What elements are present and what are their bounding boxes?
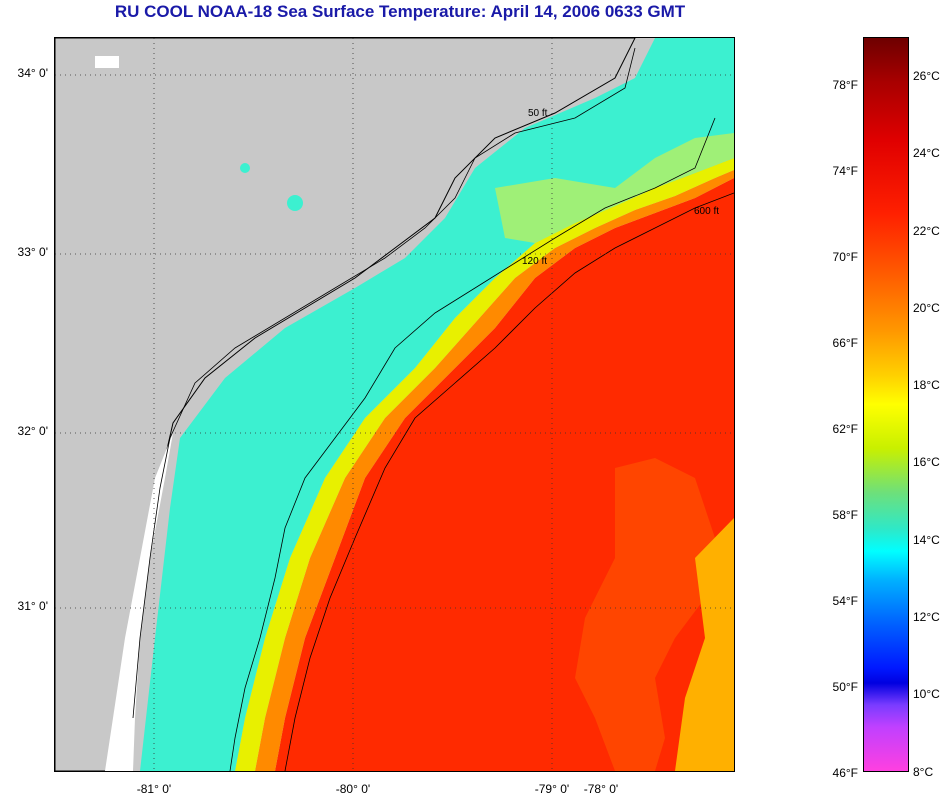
colorbar-celsius-label: 22°C [913,224,940,238]
longitude-label: -79° 0' [534,782,570,796]
latitude-label: 31° 0' [17,599,48,613]
orange-transition-band [255,170,734,771]
colorbar-celsius-label: 20°C [913,301,940,315]
latitude-label: 34° 0' [17,66,48,80]
graticule [55,38,734,771]
colorbar-celsius-label: 24°C [913,146,940,160]
isobath-600ft [284,192,734,771]
page-title: RU COOL NOAA-18 Sea Surface Temperature:… [114,2,686,21]
southeast-warm-patch [675,518,734,771]
longitude-label: -78° 0' [583,782,619,796]
latitude-label: 32° 0' [17,424,48,438]
mixed-water-patch [495,133,734,243]
warm-eddy-lobe [575,458,715,771]
colorbar-celsius-label: 8°C [913,765,934,779]
colorbar-fahrenheit-label: 54°F [832,594,858,608]
inland-water-spot [240,163,250,173]
colorbar-celsius-label: 18°C [913,378,940,392]
cool-shelf-water [140,38,734,771]
latitude-label: 33° 0' [17,245,48,259]
colorbar-celsius-label: 14°C [913,533,940,547]
yellow-transition-band [235,158,734,771]
colorbar-celsius-label: 26°C [913,69,940,83]
longitude-label: -81° 0' [136,782,172,796]
colorbar-fahrenheit-label: 78°F [832,78,858,92]
inland-water-spot [287,195,303,211]
colorbar-fahrenheit-label: 66°F [832,336,858,350]
isobath-label-600ft: 600 ft [694,206,720,217]
isobath-50ft [132,47,636,719]
sst-map-canvas [55,38,734,771]
isobath-120ft [229,117,716,771]
colorbar-fahrenheit-label: 46°F [832,766,858,780]
sst-map[interactable] [54,37,735,772]
colorbar-celsius-label: 12°C [913,610,940,624]
colorbar-fahrenheit-label: 58°F [832,508,858,522]
nodata-spot [95,56,119,68]
longitude-label: -80° 0' [335,782,371,796]
temperature-colorbar [863,37,909,772]
colorbar-celsius-label: 16°C [913,455,940,469]
colorbar-fahrenheit-label: 74°F [832,164,858,178]
colorbar-fahrenheit-label: 62°F [832,422,858,436]
colorbar-fahrenheit-label: 70°F [832,250,858,264]
colorbar-fahrenheit-label: 50°F [832,680,858,694]
isobath-label-50ft: 50 ft [528,108,548,119]
colorbar-celsius-label: 10°C [913,687,940,701]
isobath-label-120ft: 120 ft [522,256,548,267]
